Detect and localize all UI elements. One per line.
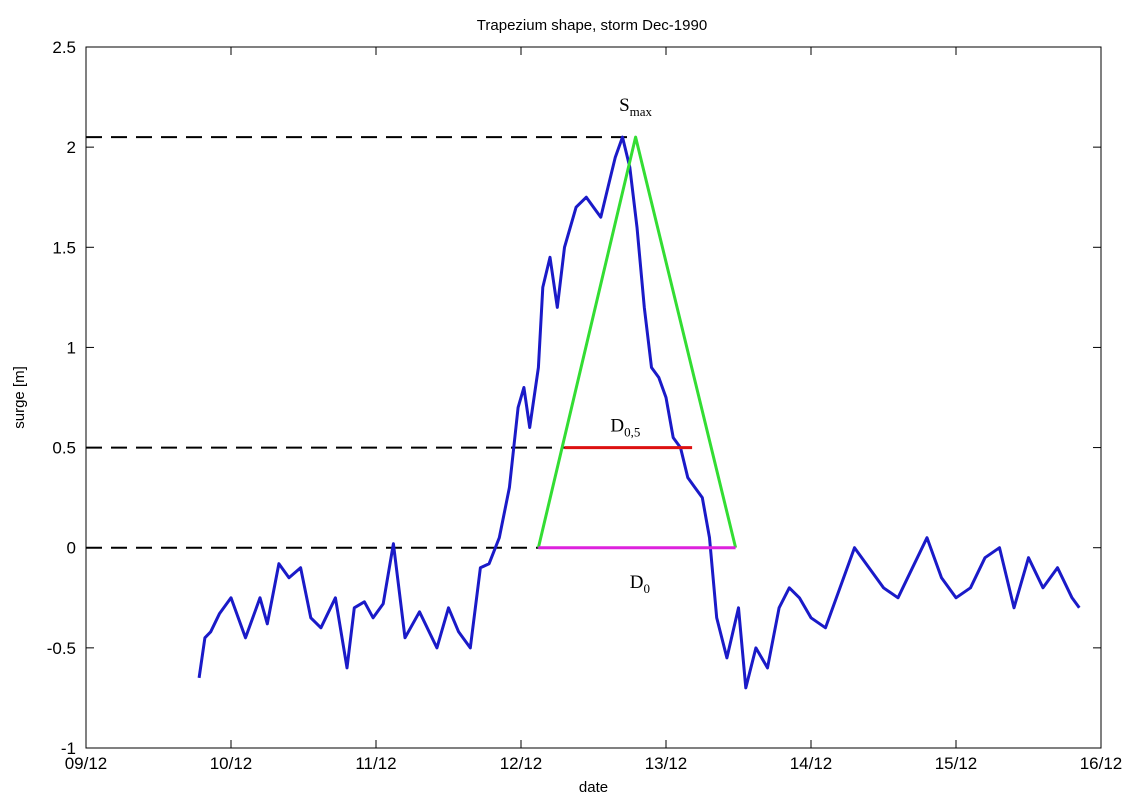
plot-frame: [85, 46, 1102, 749]
y-tick-label-5: 1.5: [52, 238, 76, 257]
y-tick-label-3: 0.5: [52, 439, 76, 458]
x-tick-label-0: 09/12: [65, 754, 108, 773]
x-tick-label-2: 11/12: [355, 754, 396, 773]
x-tick-label-1: 10/12: [210, 754, 253, 773]
series-layer: [197, 135, 1081, 690]
annotation-1: D0,5: [610, 416, 640, 440]
x-tick-label-7: 16/12: [1080, 754, 1123, 773]
y-tick-label-2: 0: [67, 539, 76, 558]
y-tick-label-6: 2: [67, 138, 76, 157]
annotation-2: D0: [630, 572, 650, 596]
x-axis-ticks: 09/12 10/12 11/12 12/12 13/12 14/12 15/12 16/12: [65, 47, 1123, 773]
chart-title: Trapezium shape, storm Dec-1990: [477, 17, 707, 34]
x-tick-label-3: 12/12: [500, 754, 543, 773]
y-axis-ticks: -1 -0.5 0 0.5 1 1.5 2 2.5: [47, 38, 1101, 758]
y-tick-label-0: -1: [61, 739, 76, 758]
x-axis-title: date: [579, 779, 608, 796]
annotation-0: Smax: [619, 95, 652, 119]
series-line-1: [536, 135, 738, 549]
x-tick-label-4: 13/12: [645, 754, 688, 773]
duration-segments: [538, 446, 736, 550]
x-tick-label-6: 15/12: [935, 754, 978, 773]
y-tick-label-4: 1: [67, 338, 76, 357]
series-line-0: [197, 135, 1081, 690]
y-axis-title: surge [m]: [11, 366, 28, 429]
reference-lines: [86, 136, 636, 549]
x-tick-label-5: 14/12: [790, 754, 833, 773]
y-tick-label-1: -0.5: [47, 639, 76, 658]
y-tick-label-7: 2.5: [52, 38, 76, 57]
annotations: Smax D0,5 D0: [610, 95, 652, 596]
